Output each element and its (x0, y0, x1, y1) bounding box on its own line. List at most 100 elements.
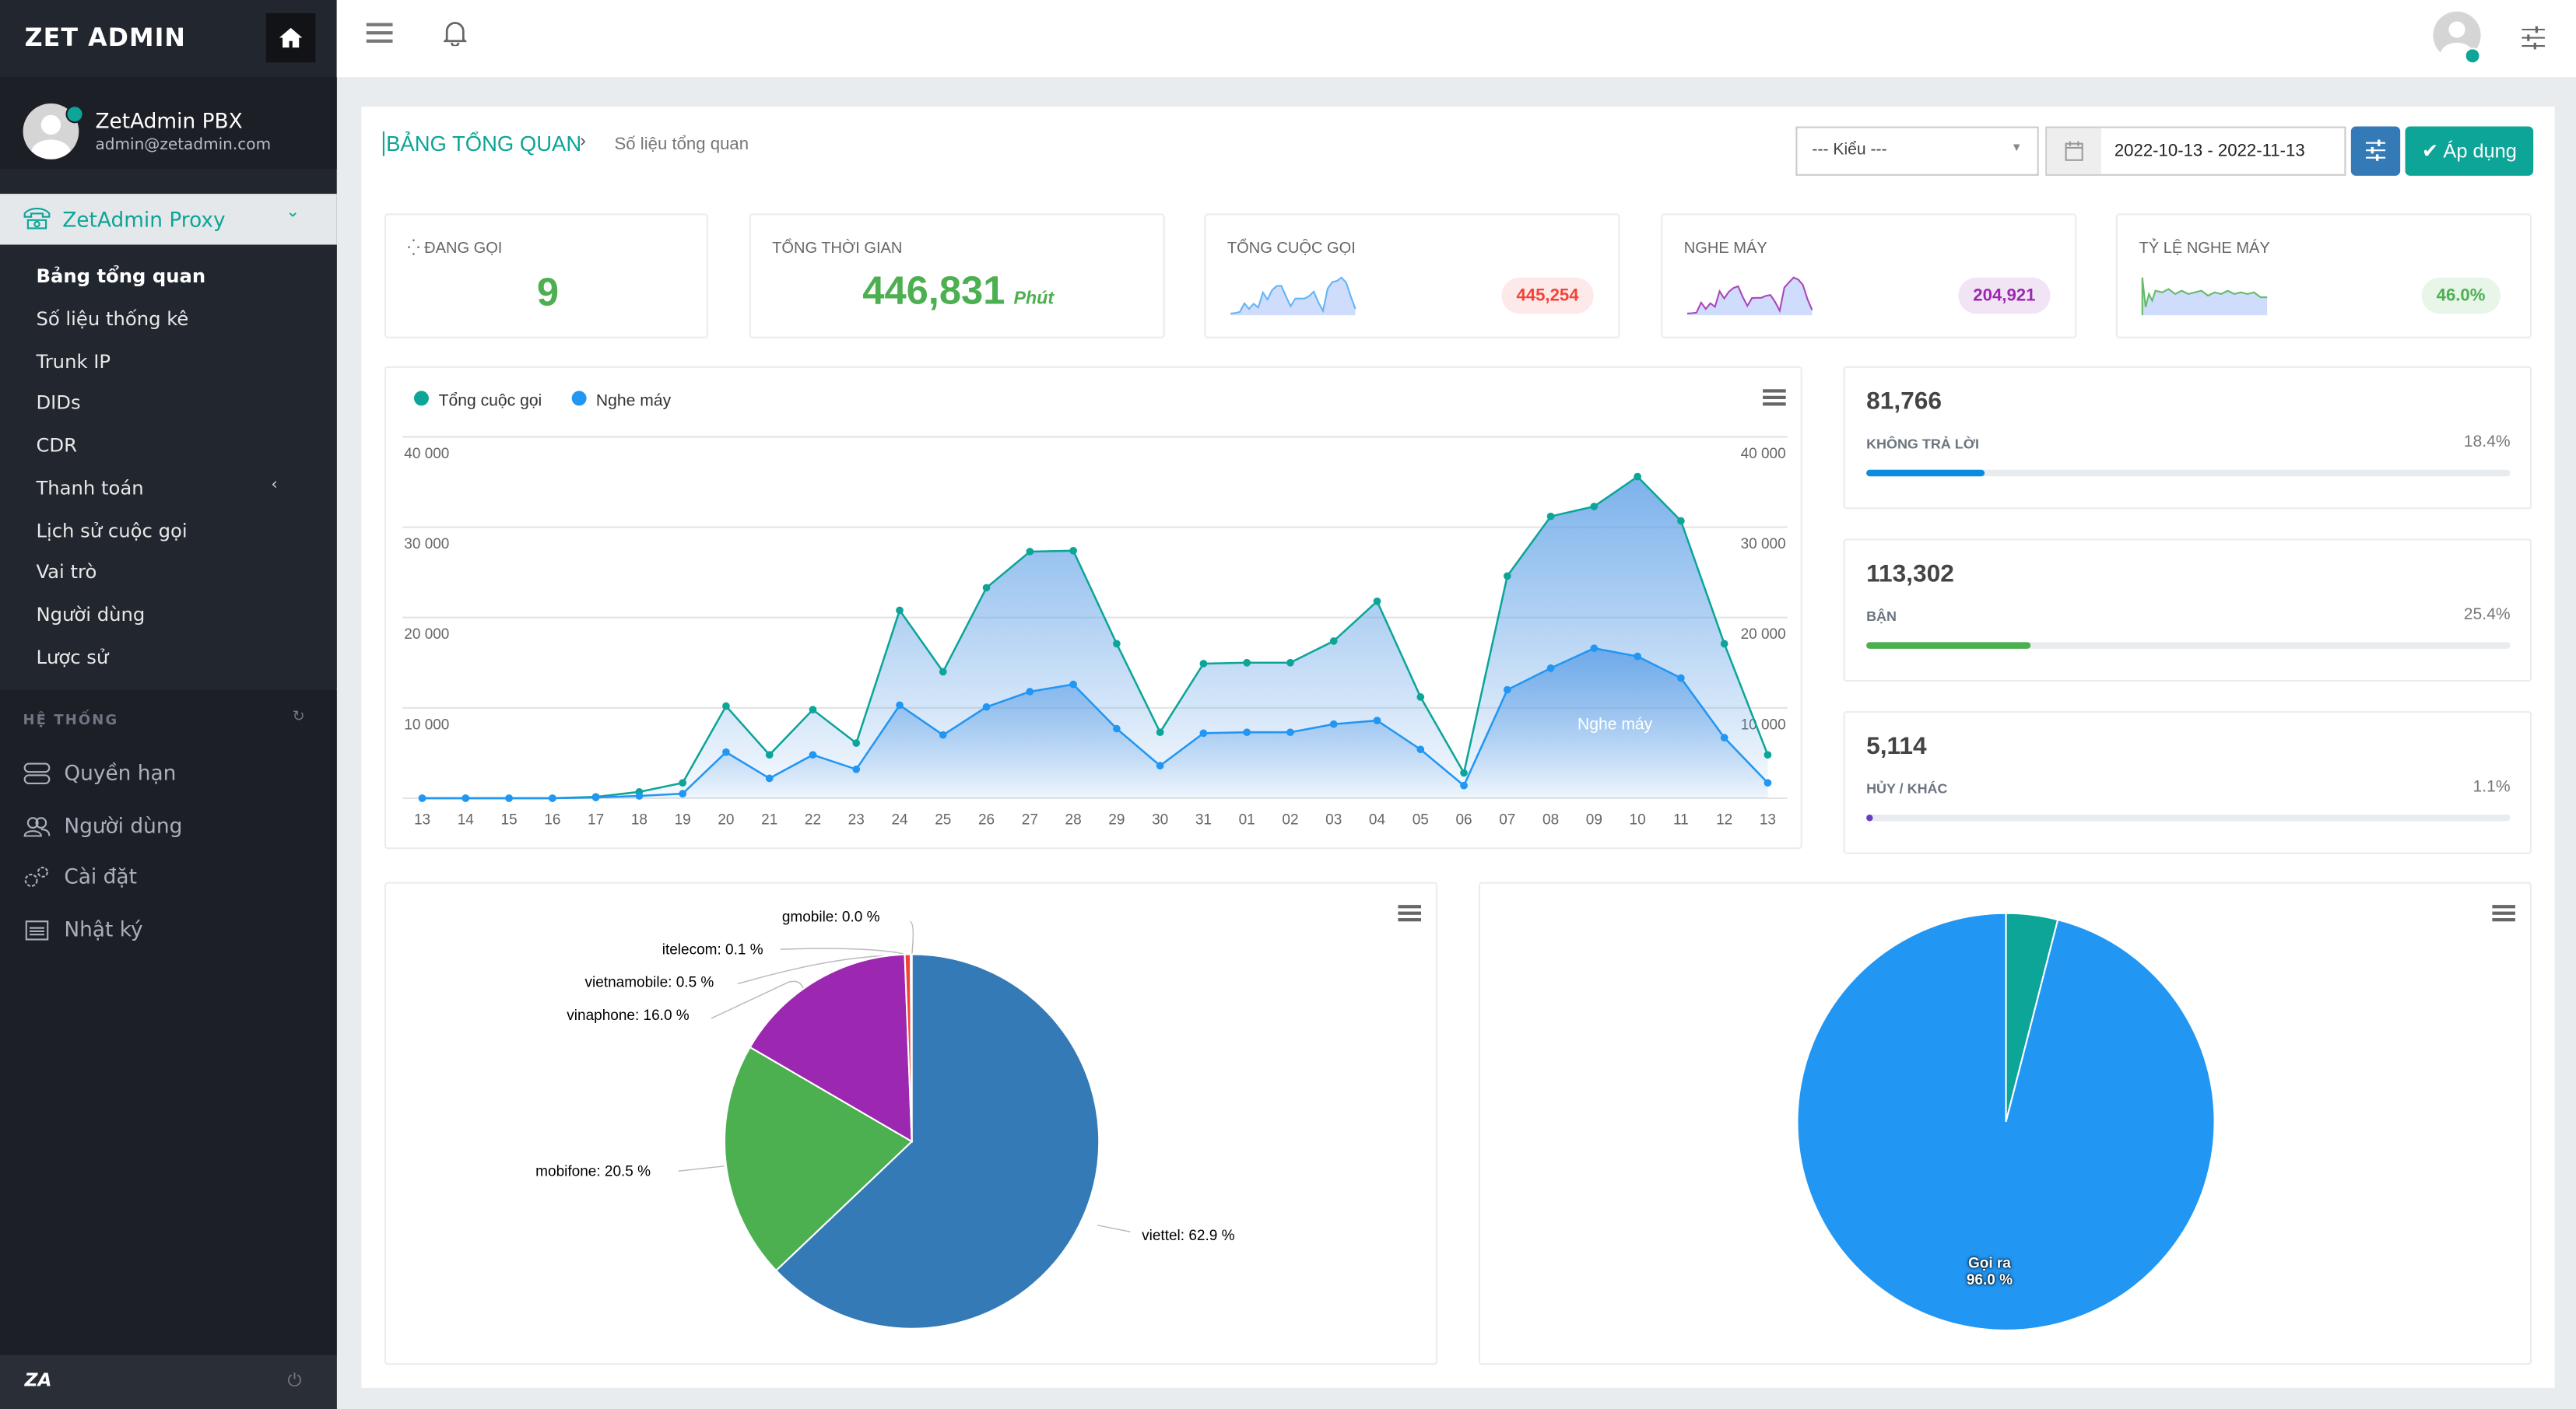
data-point[interactable] (505, 794, 513, 802)
pie-slice-viettel[interactable] (774, 953, 1100, 1330)
data-point[interactable] (1069, 680, 1077, 689)
data-point[interactable] (1677, 674, 1685, 682)
refresh-icon[interactable]: ↻ (292, 709, 305, 727)
data-point[interactable] (982, 703, 991, 711)
data-point[interactable] (1156, 728, 1164, 737)
pie-slice-itelecom[interactable] (910, 953, 913, 1142)
legend-item-answered[interactable]: Nghe máy (571, 391, 671, 411)
data-point[interactable] (809, 706, 817, 714)
data-point[interactable] (1373, 717, 1381, 724)
data-point[interactable] (1634, 472, 1641, 481)
data-point[interactable] (1460, 781, 1468, 790)
data-point[interactable] (939, 731, 947, 739)
data-point[interactable] (1590, 503, 1599, 510)
apply-button[interactable]: ✔ Áp dụng (2405, 126, 2534, 176)
data-point[interactable] (679, 790, 687, 797)
chart-menu-icon[interactable] (1398, 905, 1422, 922)
data-point[interactable] (1503, 685, 1511, 694)
data-point[interactable] (1460, 769, 1468, 777)
home-button[interactable] (265, 12, 316, 63)
data-point[interactable] (722, 702, 730, 710)
app-logo[interactable]: ZET ADMIN (24, 23, 186, 53)
sidebar-item-settings[interactable]: Cài đặt (23, 864, 137, 889)
hamburger-menu-icon[interactable] (366, 23, 393, 43)
data-point[interactable] (1026, 548, 1034, 556)
data-point[interactable] (852, 739, 861, 747)
sidebar-item-log[interactable]: Lược sử (36, 645, 109, 669)
sidebar-item-dids[interactable]: DIDs (36, 391, 81, 414)
stat-label: TỔNG CUỘC GỌI (1227, 240, 1356, 258)
sidebar-item-cdr[interactable]: CDR (36, 433, 77, 457)
data-point[interactable] (679, 779, 687, 787)
pie-slice-vinaphone[interactable] (749, 953, 913, 1144)
data-point[interactable] (1113, 640, 1121, 648)
sidebar-item-payment[interactable]: Thanh toán (36, 476, 144, 499)
filter-button[interactable] (2350, 126, 2401, 176)
data-point[interactable] (635, 792, 644, 800)
data-point[interactable] (896, 606, 904, 615)
data-point[interactable] (896, 701, 904, 710)
data-point[interactable] (591, 794, 600, 801)
spinner-icon: ⁛ (407, 240, 425, 258)
data-point[interactable] (1329, 720, 1338, 728)
sidebar-group-proxy[interactable]: ZetAdmin Proxy ⌄ (0, 194, 337, 245)
sidebar-item-journal[interactable]: Nhật ký (23, 917, 143, 941)
sidebar-item-trunk-ip[interactable]: Trunk IP (36, 349, 111, 373)
sidebar-item-permissions[interactable]: Quyền hạn (23, 760, 177, 785)
chart-menu-icon[interactable] (1763, 389, 1786, 406)
data-point[interactable] (1199, 660, 1208, 668)
type-select[interactable]: --- Kiểu --- ▼ (1795, 126, 2039, 176)
sidebar-item-system-users[interactable]: Người dùng (23, 813, 182, 838)
data-point[interactable] (1416, 693, 1425, 701)
breadcrumb-sub[interactable]: Số liệu tổng quan (614, 135, 749, 155)
sidebar-item-users[interactable]: Người dùng (36, 602, 146, 626)
stat-card-answer-rate: TỶ LỆ NGHE MÁY 46.0% (2115, 213, 2532, 338)
sidebar-item-roles[interactable]: Vai trò (36, 559, 97, 584)
data-point[interactable] (722, 748, 730, 756)
data-point[interactable] (1286, 728, 1294, 737)
data-point[interactable] (1156, 762, 1164, 770)
data-point[interactable] (1546, 512, 1555, 520)
data-point[interactable] (1677, 517, 1685, 525)
data-point[interactable] (1026, 688, 1034, 696)
data-point[interactable] (1113, 724, 1121, 733)
chart-menu-icon[interactable] (2492, 905, 2515, 922)
data-point[interactable] (548, 794, 556, 802)
bell-icon[interactable] (443, 19, 467, 47)
data-point[interactable] (1634, 652, 1641, 661)
data-point[interactable] (418, 794, 426, 802)
sidebar-item-statistics[interactable]: Số liệu thống kê (36, 307, 189, 331)
data-point[interactable] (1764, 751, 1772, 759)
legend-item-total[interactable]: Tổng cuộc gọi (413, 391, 542, 411)
data-point[interactable] (939, 668, 947, 676)
data-point[interactable] (1503, 572, 1511, 580)
pie-slice-Gọi ra[interactable] (1796, 912, 2216, 1331)
sidebar-item-dashboard[interactable]: Bảng tổng quan (36, 264, 206, 288)
data-point[interactable] (1243, 658, 1251, 667)
settings-sliders-icon[interactable] (2520, 25, 2546, 51)
pie-label-vinaphone: vinaphone: 16.0 % (567, 1007, 690, 1024)
data-point[interactable] (1069, 546, 1077, 555)
data-point[interactable] (1416, 745, 1425, 754)
data-point[interactable] (1546, 664, 1555, 672)
data-point[interactable] (1329, 637, 1338, 645)
data-point[interactable] (1243, 728, 1251, 737)
power-icon[interactable]: ⏻ (287, 1369, 302, 1392)
data-point[interactable] (1199, 729, 1208, 738)
data-point[interactable] (1286, 658, 1294, 667)
data-point[interactable] (765, 774, 774, 783)
data-point[interactable] (462, 794, 470, 802)
data-point[interactable] (1720, 640, 1728, 648)
data-point[interactable] (1764, 779, 1772, 787)
data-point[interactable] (809, 751, 817, 759)
data-point[interactable] (765, 751, 774, 759)
data-point[interactable] (852, 765, 861, 773)
data-point[interactable] (1720, 734, 1728, 742)
sidebar-item-call-history[interactable]: Lịch sử cuộc gọi (36, 519, 188, 542)
data-point[interactable] (1373, 597, 1381, 605)
date-range-picker[interactable]: 2022-10-13 - 2022-11-13 (2045, 126, 2346, 176)
pie-slice-mobifone[interactable] (723, 1046, 914, 1272)
data-point[interactable] (1590, 644, 1599, 653)
footer-logo: ZA (24, 1369, 52, 1392)
data-point[interactable] (982, 584, 991, 592)
